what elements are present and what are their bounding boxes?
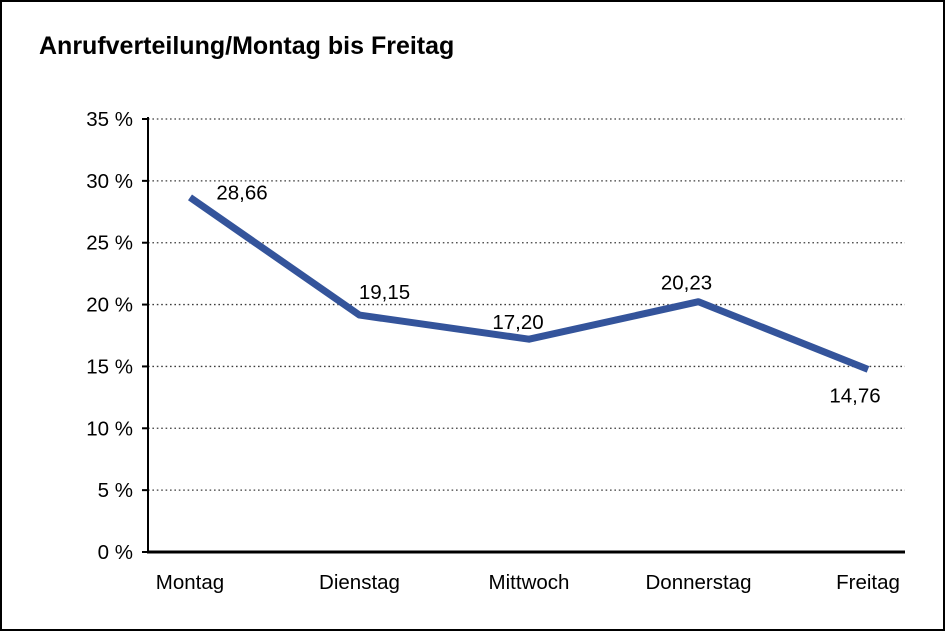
y-tick-label: 0 % xyxy=(98,541,133,564)
data-value-label: 14,76 xyxy=(829,384,880,407)
x-category-label: Dienstag xyxy=(319,571,400,594)
x-category-label: Mittwoch xyxy=(489,571,570,594)
data-series-line xyxy=(188,194,870,373)
data-value-label: 19,15 xyxy=(359,281,410,304)
x-category-label: Donnerstag xyxy=(646,571,752,594)
y-tick-label: 15 % xyxy=(86,355,133,378)
chart-title: Anrufverteilung/Montag bis Freitag xyxy=(39,32,455,60)
data-value-label: 20,23 xyxy=(661,272,712,295)
y-tick-label: 5 % xyxy=(98,479,133,502)
y-tick-label: 20 % xyxy=(86,294,133,317)
data-value-label: 28,66 xyxy=(216,181,267,204)
y-tick-label: 25 % xyxy=(86,232,133,255)
x-category-label: Montag xyxy=(156,571,224,594)
data-value-label: 17,20 xyxy=(492,311,543,334)
y-tick-label: 30 % xyxy=(86,170,133,193)
y-tick-label: 10 % xyxy=(86,417,133,440)
x-category-label: Freitag xyxy=(836,571,900,594)
y-tick-label: 35 % xyxy=(86,108,133,131)
